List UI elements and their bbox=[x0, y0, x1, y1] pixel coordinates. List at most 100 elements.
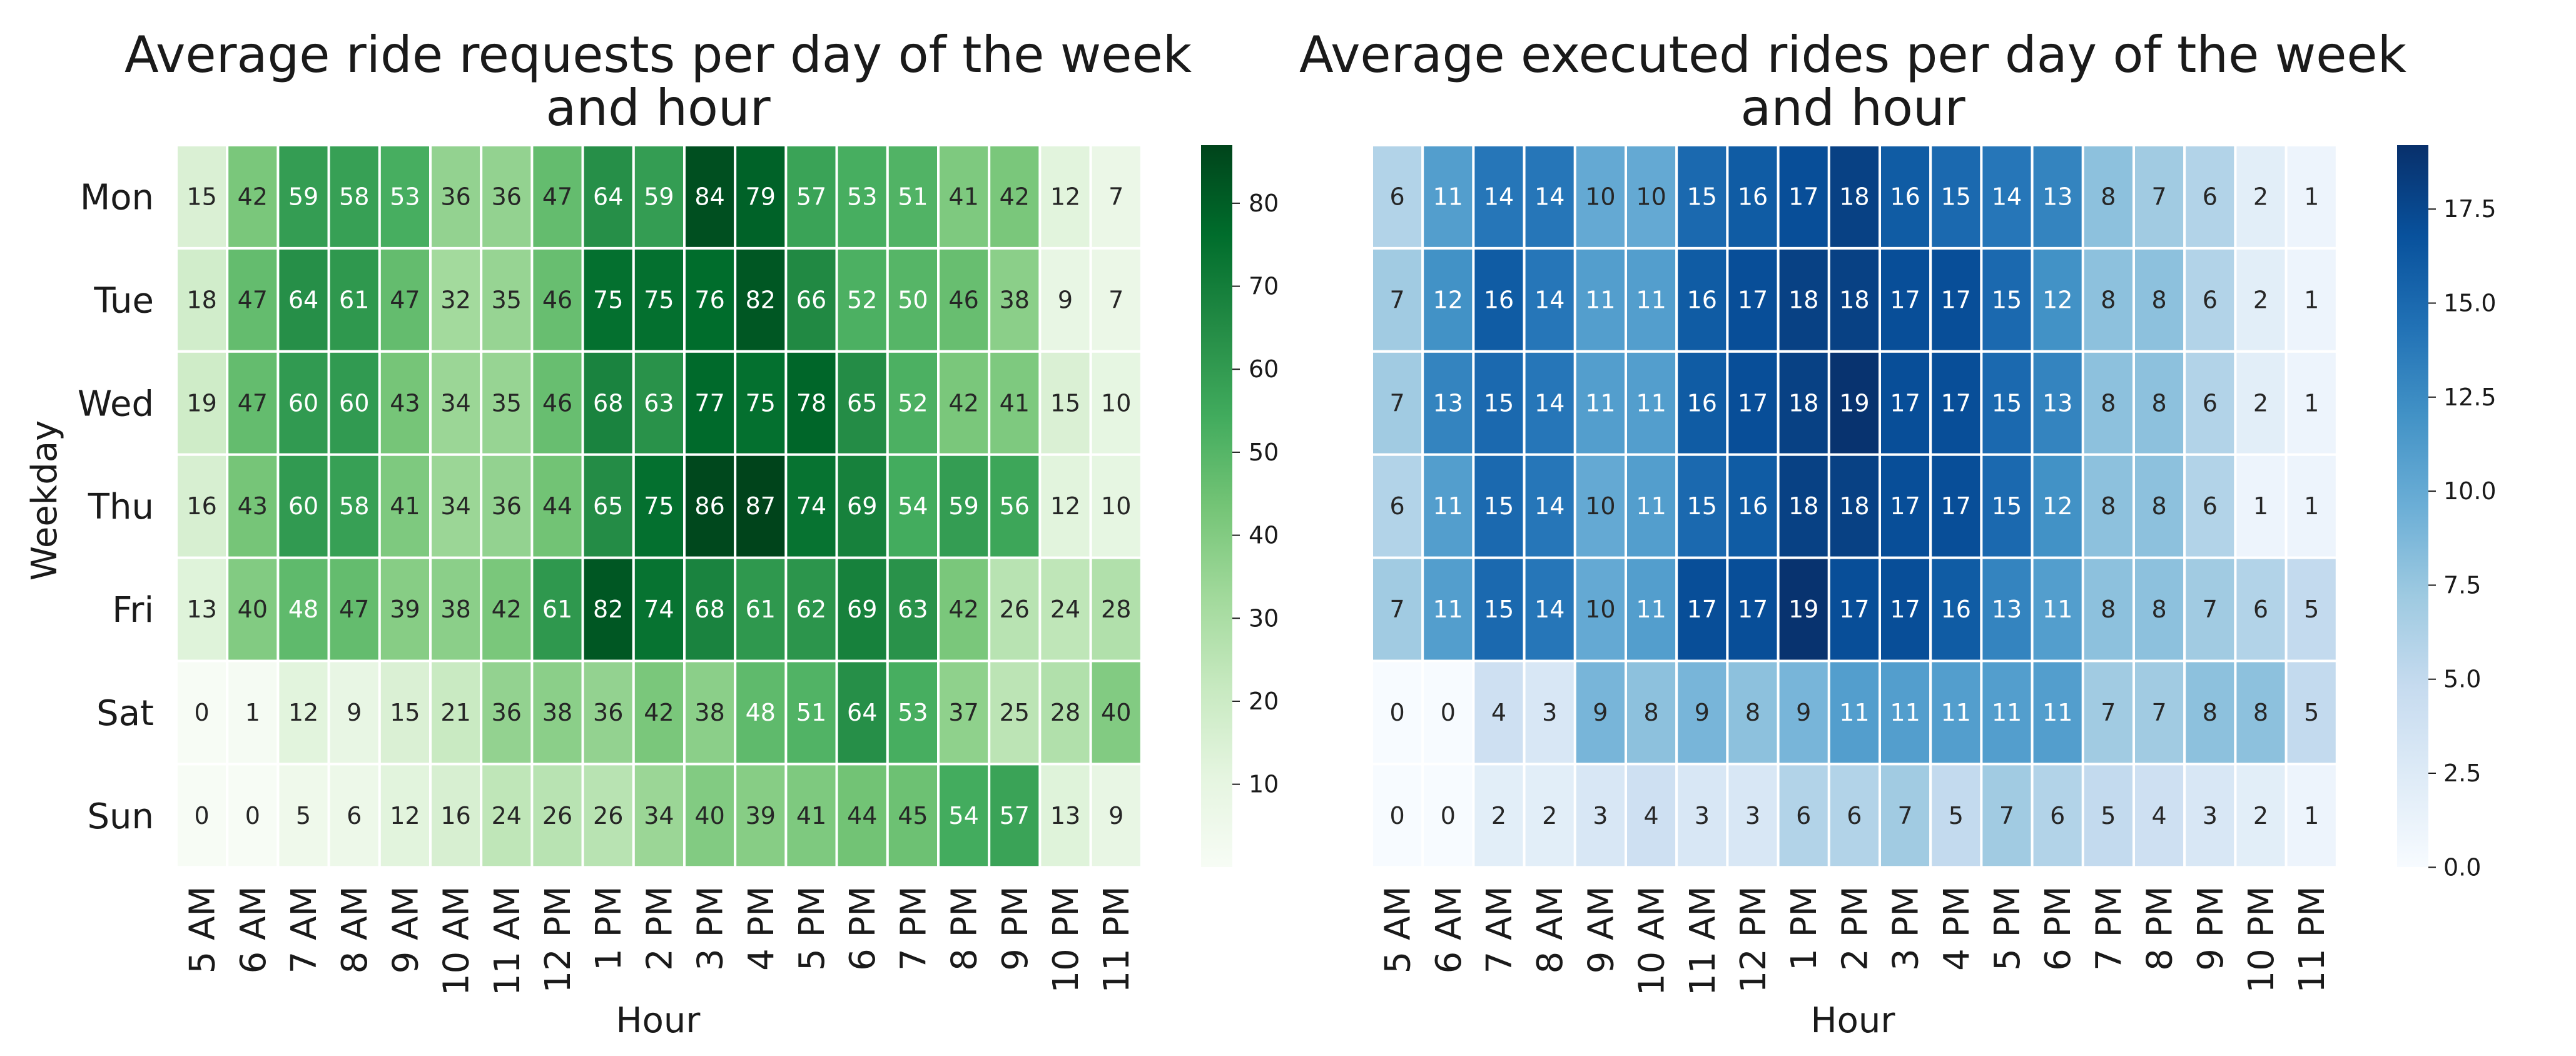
y-tick-label: Wed bbox=[78, 383, 154, 424]
heatmap-cell-label: 11 bbox=[1585, 389, 1615, 417]
heatmap-cell bbox=[1421, 144, 1475, 250]
heatmap-cell-label: 6 bbox=[2203, 389, 2218, 417]
heatmap-cell-label: 11 bbox=[1890, 699, 1920, 726]
requests-x-axis-label: Hour bbox=[616, 1000, 701, 1041]
heatmap-cell-label: 82 bbox=[593, 596, 623, 623]
y-tick-label: Sat bbox=[96, 693, 154, 734]
heatmap-cell-label: 3 bbox=[1745, 802, 1760, 830]
heatmap-cell-label: 16 bbox=[1890, 183, 1920, 210]
heatmap-cell-label: 8 bbox=[2152, 389, 2167, 417]
heatmap-cell-label: 13 bbox=[1050, 802, 1080, 830]
heatmap-cell-label: 40 bbox=[1101, 699, 1131, 726]
heatmap-cell bbox=[1472, 350, 1526, 456]
heatmap-cell bbox=[1038, 350, 1092, 456]
heatmap-cell-label: 62 bbox=[796, 596, 826, 623]
heatmap-cell bbox=[937, 763, 991, 869]
requests-colorbar-ticks: 10 20 30 40 50 60 70 80 bbox=[1232, 190, 1279, 798]
heatmap-cell bbox=[1827, 763, 1882, 869]
colorbar-tick-label: 60 bbox=[1249, 355, 1279, 383]
heatmap-cell bbox=[1472, 144, 1526, 250]
heatmap-cell-label: 0 bbox=[1390, 699, 1405, 726]
heatmap-cell-label: 26 bbox=[542, 802, 572, 830]
heatmap-cell bbox=[2183, 763, 2237, 869]
heatmap-cell bbox=[683, 556, 737, 663]
heatmap-cell bbox=[2031, 556, 2084, 663]
heatmap-cell-label: 8 bbox=[2101, 389, 2116, 417]
heatmap-cell bbox=[276, 246, 330, 353]
heatmap-cell-label: 59 bbox=[288, 183, 318, 210]
heatmap-cell-label: 10 bbox=[1585, 596, 1615, 623]
heatmap-cell-label: 3 bbox=[1542, 699, 1557, 726]
heatmap-cell-label: 16 bbox=[1687, 286, 1717, 313]
heatmap-cell-label: 15 bbox=[1484, 389, 1514, 417]
heatmap-cell-label: 6 bbox=[1847, 802, 1862, 830]
heatmap-cell-label: 9 bbox=[1695, 699, 1710, 726]
x-tick-label: 6 PM bbox=[843, 886, 883, 971]
heatmap-cell bbox=[988, 453, 1042, 559]
executed-colorbar: 0.0 2.5 5.0 7.5 10.0 12.5 15.0 17.5 bbox=[2397, 145, 2497, 881]
x-tick-label: 7 PM bbox=[2089, 886, 2129, 971]
executed-title-line-2: and hour bbox=[1740, 79, 1965, 137]
heatmap-cell-label: 7 bbox=[1898, 802, 1913, 830]
heatmap-cell bbox=[581, 556, 635, 663]
heatmap-cell-label: 3 bbox=[1695, 802, 1710, 830]
heatmap-cell-label: 7 bbox=[2152, 699, 2167, 726]
heatmap-cell-label: 74 bbox=[796, 492, 826, 520]
heatmap-cell bbox=[2183, 350, 2237, 456]
heatmap-cell bbox=[1523, 659, 1576, 766]
heatmap-cell-label: 17 bbox=[1788, 183, 1818, 210]
heatmap-cell-label: 48 bbox=[746, 699, 776, 726]
heatmap-cell-label: 8 bbox=[2203, 699, 2218, 726]
heatmap-cell-label: 68 bbox=[694, 596, 724, 623]
heatmap-cell bbox=[1929, 246, 1983, 353]
heatmap-cell-label: 0 bbox=[195, 802, 210, 830]
heatmap-cell bbox=[1573, 453, 1628, 559]
heatmap-cell-label: 35 bbox=[492, 286, 522, 313]
requests-y-tick-labels: Mon Tue Wed Thu Fri Sat Sun bbox=[78, 177, 154, 836]
heatmap-cell-label: 14 bbox=[1534, 286, 1564, 313]
heatmap-cell-label: 9 bbox=[1796, 699, 1811, 726]
heatmap-cell bbox=[1421, 659, 1475, 766]
heatmap-cell bbox=[530, 659, 584, 766]
heatmap-cell-label: 16 bbox=[1941, 596, 1971, 623]
heatmap-cell-label: 2 bbox=[2253, 802, 2268, 830]
heatmap-cell-label: 17 bbox=[1941, 389, 1971, 417]
heatmap-cell bbox=[480, 453, 534, 559]
requests-x-tick-labels: 5 AM 6 AM 7 AM 8 AM 9 AM 10 AM 11 AM 12 PM 1 PM 2… bbox=[183, 886, 1138, 996]
heatmap-cell-label: 17 bbox=[1941, 286, 1971, 313]
heatmap-cell-label: 17 bbox=[1687, 596, 1717, 623]
heatmap-cell bbox=[1371, 453, 1424, 559]
heatmap-cell bbox=[1038, 246, 1092, 353]
heatmap-cell bbox=[480, 350, 534, 456]
heatmap-cell-label: 34 bbox=[644, 802, 674, 830]
heatmap-cell-label: 4 bbox=[1491, 699, 1506, 726]
executed-colorbar-ticks: 0.0 2.5 5.0 7.5 10.0 12.5 15.0 17.5 bbox=[2428, 195, 2497, 881]
requests-colorbar-gradient bbox=[1201, 145, 1232, 867]
x-tick-label: 7 AM bbox=[1479, 886, 1520, 973]
heatmap-cell bbox=[2132, 763, 2186, 869]
heatmap-cell-label: 61 bbox=[746, 596, 776, 623]
heatmap-cell-label: 17 bbox=[1738, 286, 1768, 313]
heatmap-cell bbox=[1675, 763, 1729, 869]
heatmap-cell-label: 15 bbox=[1484, 596, 1514, 623]
heatmap-cell-label: 44 bbox=[847, 802, 877, 830]
heatmap-cell-label: 12 bbox=[390, 802, 420, 830]
colorbar-tick-label: 10 bbox=[1249, 771, 1279, 798]
heatmap-cell-label: 24 bbox=[1050, 596, 1080, 623]
heatmap-cell-label: 45 bbox=[898, 802, 928, 830]
heatmap-cell bbox=[1980, 246, 2034, 353]
heatmap-cell bbox=[734, 350, 788, 456]
heatmap-cell-label: 19 bbox=[1839, 389, 1869, 417]
heatmap-cell-label: 36 bbox=[593, 699, 623, 726]
heatmap-cell-label: 16 bbox=[1738, 183, 1768, 210]
heatmap-cell-label: 15 bbox=[186, 183, 216, 210]
heatmap-cell bbox=[734, 246, 788, 353]
heatmap-cell bbox=[1980, 659, 2034, 766]
heatmap-cell-label: 9 bbox=[347, 699, 362, 726]
heatmap-cell-label: 6 bbox=[1796, 802, 1811, 830]
x-tick-label: 5 PM bbox=[792, 886, 833, 971]
heatmap-cell-label: 11 bbox=[1433, 492, 1463, 520]
colorbar-tick-label: 80 bbox=[1249, 190, 1279, 217]
heatmap-cell-label: 0 bbox=[195, 699, 210, 726]
heatmap-cell-label: 6 bbox=[1390, 492, 1405, 520]
